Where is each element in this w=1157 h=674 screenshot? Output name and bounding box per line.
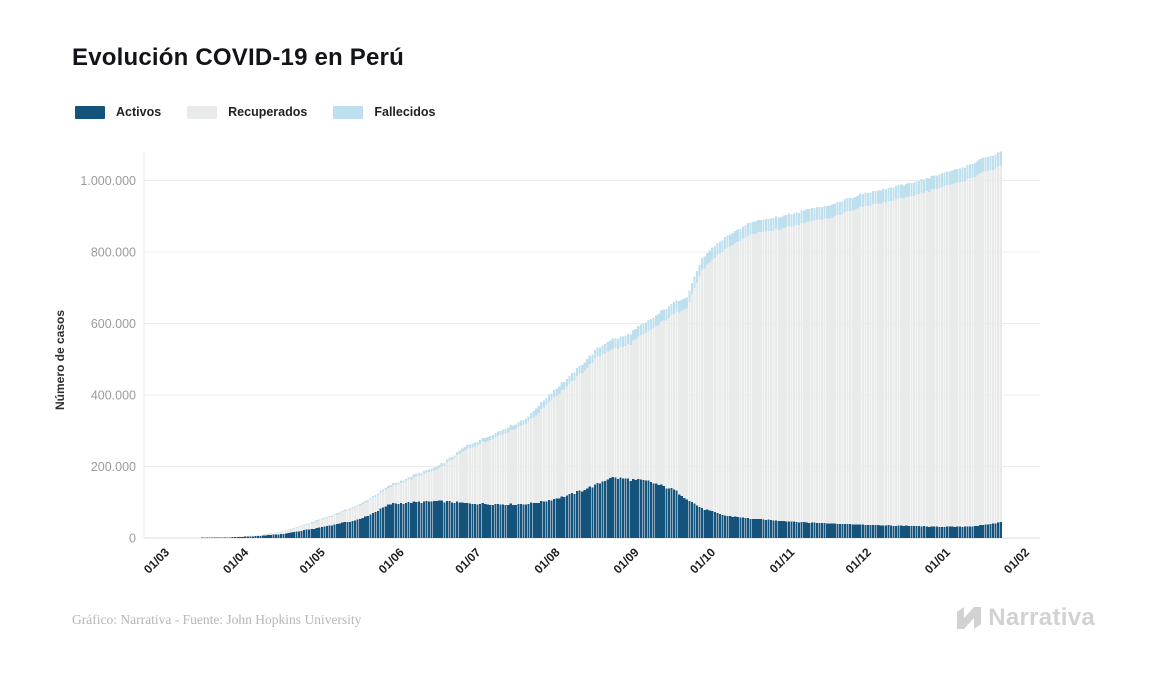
x-axis-labels: 01/03 01/04 01/05 01/06 01/07 01/08 01/09 01/10… <box>141 545 1032 576</box>
svg-text:1.000.000: 1.000.000 <box>80 174 136 188</box>
svg-text:01/03: 01/03 <box>141 545 172 576</box>
series-fallecidos <box>236 151 1002 537</box>
svg-text:400.000: 400.000 <box>91 389 136 403</box>
svg-text:01/02: 01/02 <box>1001 545 1032 576</box>
y-axis-labels: 0 200.000 400.000 600.000 800.000 1.000.000 <box>80 174 136 545</box>
legend-item-recuperados: Recuperados <box>187 105 307 119</box>
svg-text:800.000: 800.000 <box>91 246 136 260</box>
series-recuperados <box>205 165 1002 538</box>
svg-text:01/12: 01/12 <box>843 545 874 576</box>
narrativa-logo-text: Narrativa <box>988 604 1095 631</box>
svg-text:01/07: 01/07 <box>452 545 483 576</box>
svg-text:01/06: 01/06 <box>376 545 407 576</box>
legend-swatch-fallecidos <box>333 105 364 119</box>
svg-text:01/09: 01/09 <box>611 545 642 576</box>
legend-item-fallecidos: Fallecidos <box>333 105 436 119</box>
page-title: Evolución COVID-19 en Perú <box>72 44 404 71</box>
svg-text:0: 0 <box>129 532 136 546</box>
source-credit: Gráfico: Narrativa - Fuente: John Hopkin… <box>72 612 362 627</box>
legend-swatch-recuperados <box>187 105 218 119</box>
svg-text:600.000: 600.000 <box>91 317 136 331</box>
svg-text:01/10: 01/10 <box>687 545 718 576</box>
legend-item-activos: Activos <box>75 105 161 119</box>
svg-text:01/08: 01/08 <box>531 545 562 576</box>
svg-text:01/11: 01/11 <box>767 545 798 576</box>
svg-text:01/04: 01/04 <box>220 545 251 576</box>
svg-text:200.000: 200.000 <box>91 460 136 474</box>
legend-swatch-activos <box>75 105 105 119</box>
narrativa-logo-icon <box>957 606 982 629</box>
legend-label-activos: Activos <box>116 105 162 119</box>
series-activos <box>175 476 1002 538</box>
svg-text:01/05: 01/05 <box>297 545 328 576</box>
legend-label-recuperados: Recuperados <box>228 105 308 119</box>
y-axis-title: Número de casos <box>53 310 67 410</box>
svg-text:01/01: 01/01 <box>922 545 953 576</box>
narrativa-logo: Narrativa <box>956 604 1095 632</box>
legend-label-fallecidos: Fallecidos <box>374 105 436 119</box>
chart-legend: Activos Recuperados Fallecidos <box>75 105 436 119</box>
